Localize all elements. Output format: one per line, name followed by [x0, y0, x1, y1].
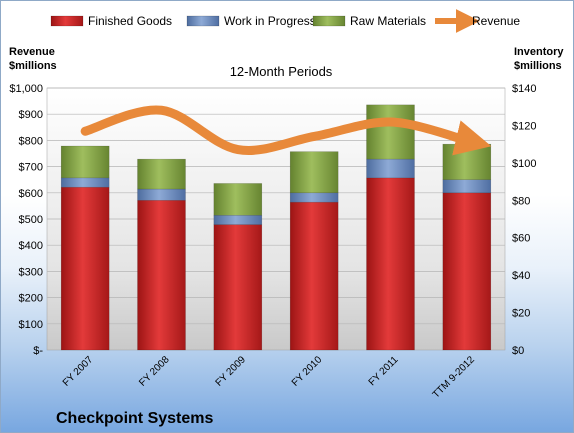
bar-work-in-progress-fy-2011: [366, 158, 415, 179]
category-label: FY 2009: [214, 354, 249, 389]
left-tick-label: $700: [19, 162, 43, 174]
bar-work-in-progress-fy-2010: [289, 192, 339, 203]
right-axis-ticks: $0 $20 $40 $60 $80 $100 $120 $140: [512, 83, 536, 357]
category-labels: FY 2007 FY 2008 FY 2009 FY 2010 FY 2011 TTM 9…: [61, 354, 477, 401]
bar-finished-goods-fy-2009: [213, 224, 263, 351]
left-tick-label: $1,000: [9, 83, 43, 95]
right-tick-label: $100: [512, 158, 536, 170]
legend-swatch-finished-goods: [50, 15, 84, 27]
bar-work-in-progress-fy-2007: [60, 177, 110, 188]
right-tick-label: $20: [512, 308, 530, 320]
right-tick-label: $0: [512, 345, 524, 357]
left-tick-label: $100: [19, 319, 43, 331]
legend-label-work-in-progress: Work in Progress: [224, 14, 316, 28]
left-tick-label: $600: [19, 188, 43, 200]
bar-finished-goods-fy-2011: [366, 177, 415, 351]
left-tick-label: $300: [19, 266, 43, 278]
revenue-line-path: [80, 105, 492, 156]
bar-raw-materials-fy-2007: [60, 145, 110, 179]
right-axis-label-line2: $millions: [514, 60, 562, 72]
bar-work-in-progress-ttm-9-2012: [442, 179, 492, 194]
legend-label-revenue: Revenue: [472, 14, 520, 28]
bar-finished-goods-fy-2010: [289, 201, 339, 351]
bar-raw-materials-fy-2011: [366, 104, 415, 160]
left-tick-label: $500: [19, 214, 43, 226]
right-axis-label-line1: Inventory: [514, 46, 564, 58]
category-label: FY 2010: [290, 354, 325, 389]
left-tick-label: $-: [33, 345, 43, 357]
bar-finished-goods-ttm-9-2012: [442, 192, 492, 351]
category-label: FY 2007: [61, 354, 96, 389]
left-tick-label: $900: [19, 109, 43, 121]
left-axis-label-line1: Revenue: [9, 46, 55, 58]
right-tick-label: $60: [512, 233, 530, 245]
left-tick-label: $200: [19, 293, 43, 305]
revenue-line: [80, 105, 492, 156]
legend-swatch-raw-materials: [312, 15, 346, 27]
bar-work-in-progress-fy-2008: [137, 188, 186, 201]
company-name: Checkpoint Systems: [56, 410, 213, 427]
bar-work-in-progress-fy-2009: [213, 215, 263, 225]
right-tick-label: $80: [512, 195, 530, 207]
legend-label-raw-materials: Raw Materials: [350, 14, 426, 28]
left-tick-label: $400: [19, 240, 43, 252]
bar-stacks: [60, 104, 492, 351]
bar-raw-materials-fy-2009: [213, 183, 263, 216]
left-axis-ticks: $- $100 $200 $300 $400 $500 $600 $700 $800 $900 $1…: [9, 83, 43, 357]
bar-raw-materials-ttm-9-2012: [442, 143, 492, 180]
category-label: TTM 9-2012: [431, 354, 478, 401]
bar-raw-materials-fy-2008: [137, 158, 186, 190]
chart-subtitle: 12-Month Periods: [230, 64, 333, 79]
bar-raw-materials-fy-2010: [289, 151, 339, 194]
right-tick-label: $140: [512, 83, 536, 95]
legend-label-finished-goods: Finished Goods: [88, 14, 172, 28]
left-tick-label: $800: [19, 135, 43, 147]
legend-swatch-work-in-progress: [186, 15, 220, 27]
legend: Finished Goods Work in Progress Raw Materi…: [50, 9, 520, 33]
left-axis-label-line2: $millions: [9, 60, 57, 72]
category-label: FY 2011: [367, 354, 401, 388]
bar-finished-goods-fy-2007: [60, 186, 110, 351]
right-tick-label: $40: [512, 270, 530, 282]
category-label: FY 2008: [137, 354, 172, 389]
right-tick-label: $120: [512, 120, 536, 132]
bar-finished-goods-fy-2008: [137, 200, 186, 351]
